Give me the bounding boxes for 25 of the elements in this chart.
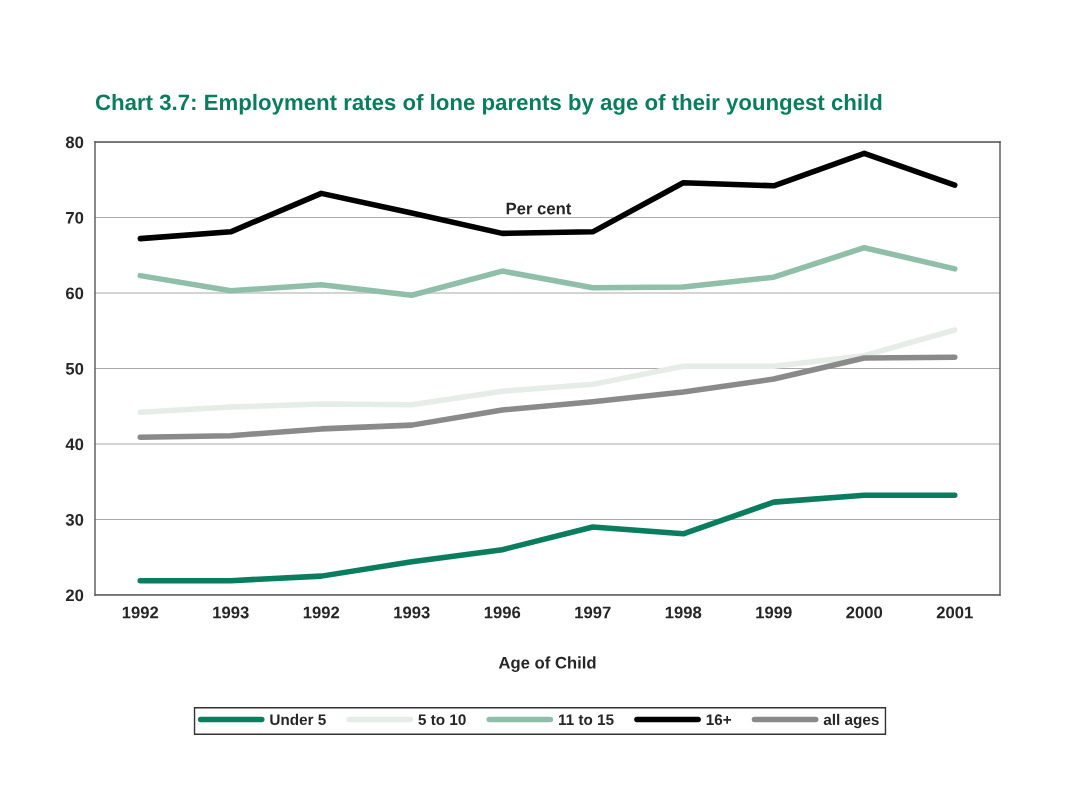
x-tick-label: 1997 bbox=[575, 606, 611, 619]
y-tick-label: 60 bbox=[65, 287, 84, 300]
x-tick-label: 2001 bbox=[936, 606, 973, 619]
legend-label: Under 5 bbox=[270, 713, 326, 726]
y-tick-label: 30 bbox=[65, 513, 84, 526]
x-axis-title: Age of Child bbox=[498, 656, 596, 672]
x-tick-label: 1999 bbox=[756, 606, 792, 619]
y-tick-label: 40 bbox=[65, 438, 84, 451]
annotation: Per cent bbox=[506, 202, 572, 215]
y-tick-label: 70 bbox=[66, 211, 84, 224]
x-tick-label: 1998 bbox=[665, 606, 702, 619]
y-tick-label: 20 bbox=[65, 589, 84, 602]
x-tick-label: 1992 bbox=[122, 606, 159, 619]
chart-title: Chart 3.7: Employment rates of lone parents by age of their youngest child bbox=[95, 93, 882, 115]
legend-label: 5 to 10 bbox=[418, 714, 466, 726]
legend-label: all ages bbox=[823, 713, 879, 729]
y-tick-label: 50 bbox=[65, 362, 84, 375]
x-tick-label: 2000 bbox=[846, 606, 883, 619]
legend-label: 11 to 15 bbox=[558, 714, 614, 726]
x-tick-label: 1992 bbox=[303, 606, 340, 619]
x-tick-label: 1996 bbox=[484, 606, 521, 619]
y-tick-label: 80 bbox=[65, 136, 84, 149]
x-tick-label: 1993 bbox=[213, 606, 249, 619]
x-tick-label: 1993 bbox=[394, 606, 430, 619]
legend-label: 16+ bbox=[706, 714, 732, 726]
